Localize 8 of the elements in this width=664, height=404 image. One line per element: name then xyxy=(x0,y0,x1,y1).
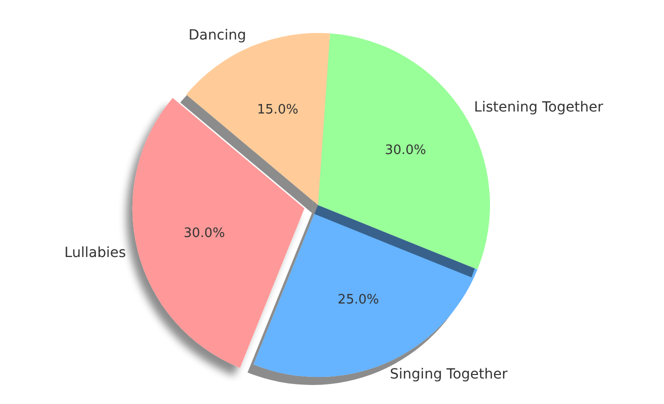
slice-label: Lullabies xyxy=(64,244,126,261)
data-label: 30.0% xyxy=(384,142,426,158)
slice-label: Singing Together xyxy=(390,366,508,382)
data-label: 25.0% xyxy=(338,292,379,308)
data-label: 15.0% xyxy=(257,102,298,118)
slice-label: Dancing xyxy=(188,28,246,44)
slice-label: Listening Together xyxy=(474,99,604,116)
data-label: 30.0% xyxy=(184,226,225,241)
